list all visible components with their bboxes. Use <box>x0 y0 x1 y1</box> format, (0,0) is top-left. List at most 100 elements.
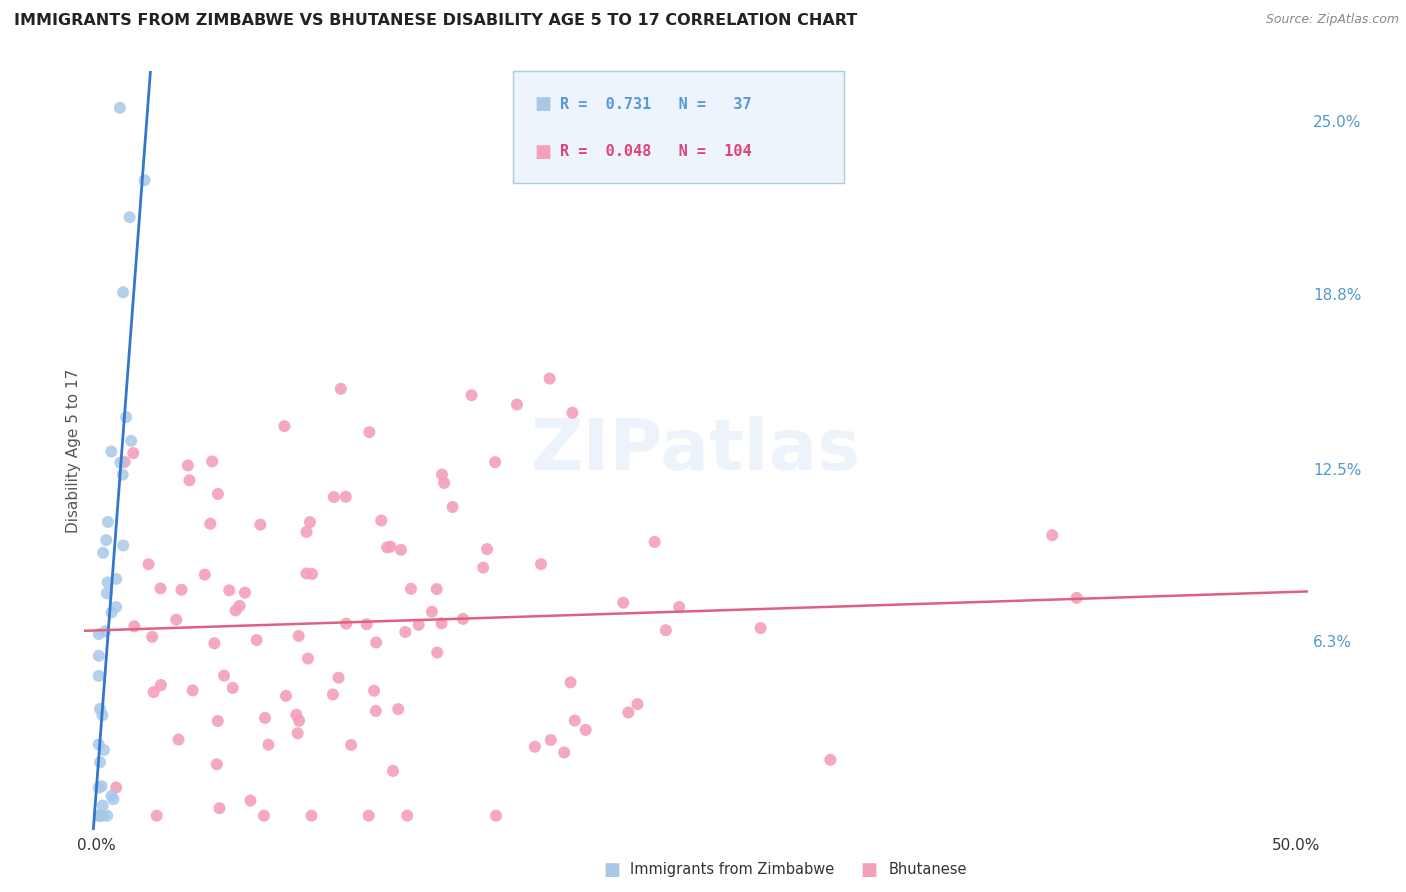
Point <box>91 546 114 560</box>
Point <box>108 101 131 115</box>
Point <box>205 757 228 772</box>
Point <box>91 808 114 822</box>
Point <box>167 732 190 747</box>
Point <box>560 675 582 690</box>
Point <box>370 514 392 528</box>
Point <box>273 419 295 434</box>
Point <box>820 753 842 767</box>
Point <box>138 558 160 572</box>
Point <box>222 681 245 695</box>
Point <box>288 714 311 728</box>
Point <box>100 789 122 803</box>
Point <box>170 582 193 597</box>
Point <box>100 606 122 620</box>
Point <box>253 711 276 725</box>
Point <box>297 651 319 665</box>
Point <box>124 619 146 633</box>
Text: ■: ■ <box>534 143 551 161</box>
Point <box>644 535 666 549</box>
Point <box>228 599 250 613</box>
Point <box>540 733 562 747</box>
Point <box>165 613 187 627</box>
Point <box>420 605 443 619</box>
Point <box>120 434 142 448</box>
Point <box>475 542 498 557</box>
Point <box>394 625 416 640</box>
Point <box>111 467 134 482</box>
Text: Immigrants from Zimbabwe: Immigrants from Zimbabwe <box>630 863 834 877</box>
Point <box>141 630 163 644</box>
Point <box>208 801 231 815</box>
Point <box>426 582 449 596</box>
Point <box>253 808 276 822</box>
Point <box>322 688 344 702</box>
Point <box>340 738 363 752</box>
Point <box>301 566 323 581</box>
Point <box>363 683 385 698</box>
Point <box>225 603 247 617</box>
Point <box>430 616 453 631</box>
Point <box>212 668 235 682</box>
Point <box>257 738 280 752</box>
Point <box>200 516 222 531</box>
Point <box>122 446 145 460</box>
Point <box>426 646 449 660</box>
Point <box>366 635 388 649</box>
Point <box>430 467 453 482</box>
Point <box>105 599 128 614</box>
Point <box>134 173 156 187</box>
Point <box>233 585 256 599</box>
Point <box>249 517 271 532</box>
Point <box>389 542 412 557</box>
Point <box>90 779 112 793</box>
Y-axis label: Disability Age 5 to 17: Disability Age 5 to 17 <box>66 368 80 533</box>
Point <box>287 629 309 643</box>
Point <box>110 456 132 470</box>
Point <box>668 599 690 614</box>
Point <box>285 707 308 722</box>
Point <box>328 671 350 685</box>
Point <box>381 764 404 778</box>
Point <box>177 458 200 473</box>
Point <box>91 798 114 813</box>
Point <box>118 210 141 224</box>
Point <box>218 583 240 598</box>
Point <box>89 702 111 716</box>
Point <box>298 515 321 529</box>
Point <box>87 648 110 663</box>
Point <box>103 792 125 806</box>
Point <box>375 541 398 555</box>
Point <box>96 586 118 600</box>
Point <box>472 560 495 574</box>
Point <box>329 382 352 396</box>
Point <box>274 689 297 703</box>
Point <box>451 612 474 626</box>
Point <box>87 627 110 641</box>
Text: R =  0.048   N =  104: R = 0.048 N = 104 <box>560 145 751 159</box>
Point <box>246 633 269 648</box>
Point <box>287 726 309 740</box>
Point <box>149 678 172 692</box>
Point <box>89 756 111 770</box>
Point <box>485 808 508 822</box>
Point <box>387 702 409 716</box>
Point <box>87 780 110 795</box>
Point <box>441 500 464 514</box>
Text: IMMIGRANTS FROM ZIMBABWE VS BHUTANESE DISABILITY AGE 5 TO 17 CORRELATION CHART: IMMIGRANTS FROM ZIMBABWE VS BHUTANESE DI… <box>14 13 858 29</box>
Point <box>433 475 456 490</box>
Text: ■: ■ <box>860 861 877 879</box>
Point <box>564 714 586 728</box>
Point <box>91 708 114 723</box>
Point <box>523 739 546 754</box>
Point <box>408 617 430 632</box>
Point <box>617 706 640 720</box>
Point <box>179 473 201 487</box>
Text: ■: ■ <box>603 861 620 879</box>
Point <box>359 425 381 439</box>
Point <box>626 697 648 711</box>
Point <box>207 714 229 728</box>
Point <box>202 636 225 650</box>
Point <box>295 566 318 581</box>
Point <box>364 704 387 718</box>
Point <box>87 669 110 683</box>
